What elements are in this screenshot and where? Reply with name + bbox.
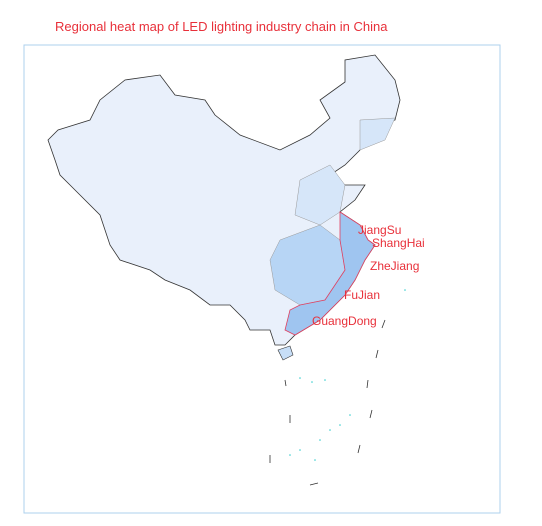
map-frame <box>23 44 501 514</box>
province-highlight <box>284 211 376 336</box>
region-label: ZheJiang <box>370 259 419 273</box>
hainan <box>277 345 294 361</box>
map-title: Regional heat map of LED lighting indust… <box>55 19 388 34</box>
china-map <box>47 54 406 486</box>
region-label: FuJian <box>344 288 380 302</box>
region-label: ShangHai <box>372 236 425 250</box>
region-label: JiangSu <box>358 223 401 237</box>
island-dashes <box>269 319 386 486</box>
island-dots <box>289 289 406 461</box>
region-labels: JiangSu ShangHai ZheJiang FuJian GuangDo… <box>312 223 425 328</box>
region-label: GuangDong <box>312 314 377 328</box>
